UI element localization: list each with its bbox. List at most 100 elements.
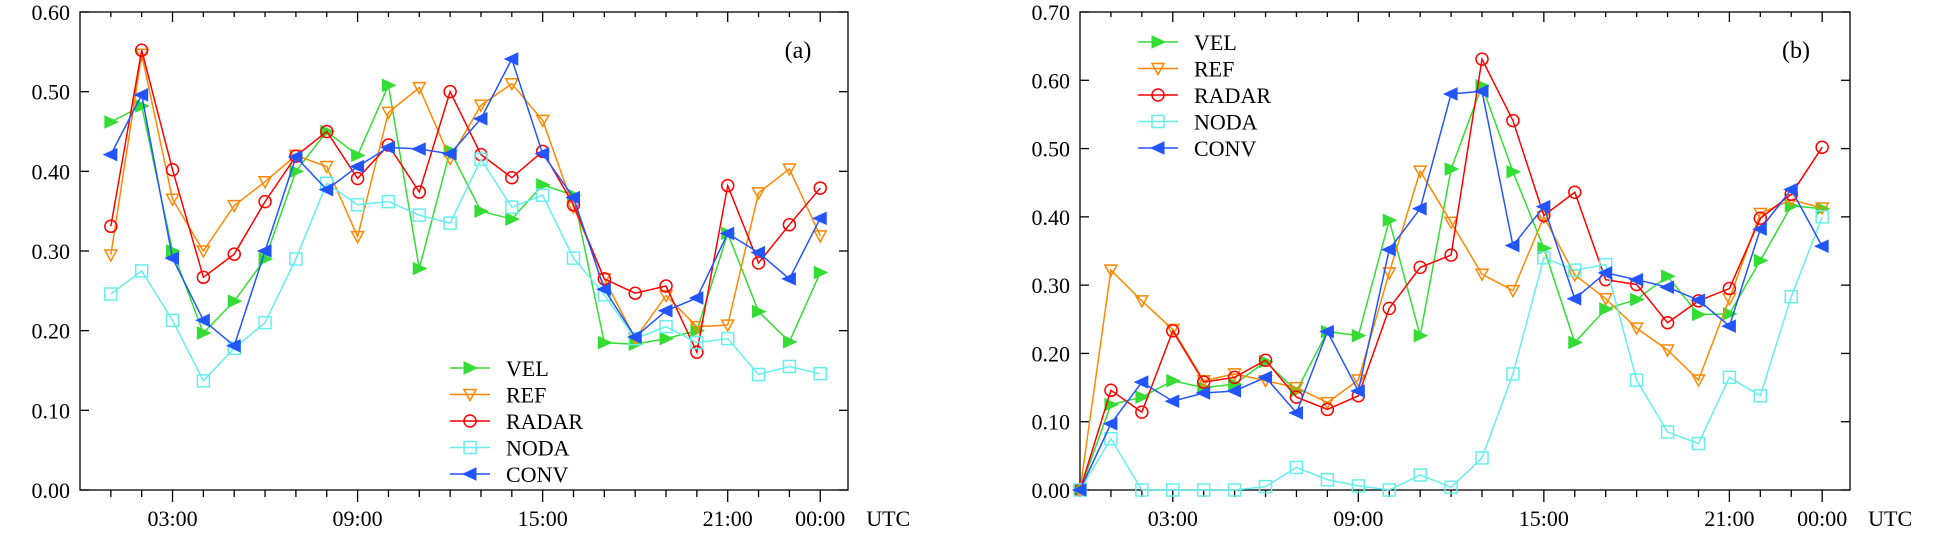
data-point-noda (813, 366, 827, 381)
data-point-noda (1166, 483, 1180, 497)
data-point-ref (504, 77, 520, 92)
data-point-radar (1258, 353, 1273, 368)
chart-panel-b: 0.00 0.10 0.20 0.30 0.40 0.50 0.60 0.70 03:00 09:… (1032, 0, 1913, 531)
y-tick-label-a: 0.30 (32, 239, 71, 264)
series-ref-a (103, 48, 828, 347)
data-point-vel (1753, 253, 1769, 268)
y-tick-label-a: 0.60 (32, 0, 71, 25)
x-tick-label-b: 21:00 (1704, 506, 1754, 531)
data-point-noda (1289, 460, 1304, 475)
data-point-noda (782, 359, 797, 374)
legend-label-ref: REF (506, 383, 546, 408)
data-point-ref (103, 249, 119, 263)
data-point-noda (1320, 473, 1335, 487)
data-point-conv (1288, 406, 1303, 420)
data-point-radar (104, 219, 118, 234)
series-line-ref (1079, 169, 1823, 491)
legend-marker-ref (1150, 62, 1166, 77)
data-point-ref (1753, 207, 1768, 222)
y-tick-label-b: 0.50 (1032, 137, 1071, 162)
data-point-conv (1721, 319, 1736, 333)
data-point-conv (534, 147, 550, 161)
data-point-radar (813, 181, 827, 195)
data-point-vel (1506, 165, 1522, 179)
legend-label-radar: RADAR (506, 409, 583, 434)
data-point-noda (1413, 468, 1427, 482)
data-point-radar (165, 162, 180, 177)
series-conv-a (102, 52, 827, 353)
data-point-ref (1134, 295, 1150, 309)
legend-label-conv: CONV (506, 462, 568, 487)
data-point-noda (1784, 290, 1798, 304)
data-point-vel (782, 335, 798, 349)
data-point-noda (720, 331, 735, 346)
data-point-conv (1164, 394, 1180, 409)
data-point-radar (720, 178, 735, 193)
data-point-radar (690, 345, 704, 359)
data-point-conv (349, 159, 365, 174)
data-point-noda (412, 208, 427, 222)
data-point-radar (1568, 185, 1582, 200)
data-point-conv (1813, 239, 1829, 254)
data-point-ref (812, 230, 828, 244)
data-point-vel (1568, 335, 1583, 350)
data-point-vel (813, 265, 829, 280)
series-line-ref (110, 54, 821, 341)
x-unit-label-b: UTC (1868, 506, 1912, 531)
y-tick-label-a: 0.20 (32, 319, 71, 344)
series-line-noda (1079, 216, 1823, 491)
data-point-vel (412, 261, 428, 276)
legend-marker-ref (462, 388, 478, 403)
legend-marker-vel (1151, 35, 1167, 49)
data-point-noda (1227, 483, 1242, 497)
data-point-conv (1752, 222, 1767, 236)
series-line-radar (110, 50, 821, 355)
data-point-conv (1690, 293, 1705, 307)
data-point-radar (628, 286, 642, 300)
legend-marker-conv (461, 467, 477, 481)
legend-marker-vel (463, 361, 479, 375)
series-line-noda (110, 157, 821, 383)
data-point-conv (626, 330, 642, 344)
data-point-vel (1351, 328, 1367, 343)
data-point-conv (565, 190, 580, 205)
data-point-noda (165, 313, 180, 328)
data-point-ref (1660, 344, 1675, 358)
data-point-ref (1629, 322, 1644, 336)
legend-marker-radar (463, 414, 477, 428)
data-point-radar (1660, 315, 1675, 330)
data-point-vel (1382, 213, 1398, 228)
data-point-noda (474, 152, 488, 167)
data-point-radar (1196, 375, 1211, 389)
legend-label-vel: VEL (506, 356, 549, 381)
data-point-vel (474, 204, 490, 218)
series-vel-a (104, 78, 829, 351)
y-tick-label-b: 0.10 (1032, 410, 1071, 435)
data-point-radar (1722, 281, 1737, 296)
data-point-noda (1660, 425, 1675, 439)
data-point-noda (1753, 389, 1768, 403)
data-point-noda (381, 194, 396, 209)
data-point-conv (133, 88, 149, 102)
data-point-vel (505, 212, 521, 226)
data-point-vel (536, 178, 551, 192)
legend-marker-conv (1149, 141, 1165, 155)
legend-marker-noda (1151, 114, 1165, 129)
data-point-ref (751, 187, 766, 201)
data-point-vel (104, 115, 120, 129)
legend-label-conv: CONV (1194, 136, 1256, 161)
data-point-conv (380, 140, 395, 155)
x-tick-label-a: 21:00 (703, 506, 753, 531)
data-point-conv (195, 313, 210, 328)
data-point-radar (782, 217, 797, 232)
data-point-vel (1691, 307, 1707, 322)
series-line-radar (1079, 56, 1823, 491)
data-point-radar (412, 185, 427, 199)
data-point-ref (473, 99, 489, 113)
data-point-radar (319, 124, 334, 139)
legend-marker-noda (463, 440, 477, 455)
data-point-conv (318, 182, 334, 197)
data-point-conv (1381, 242, 1396, 257)
y-tick-label-a: 0.40 (32, 159, 71, 184)
